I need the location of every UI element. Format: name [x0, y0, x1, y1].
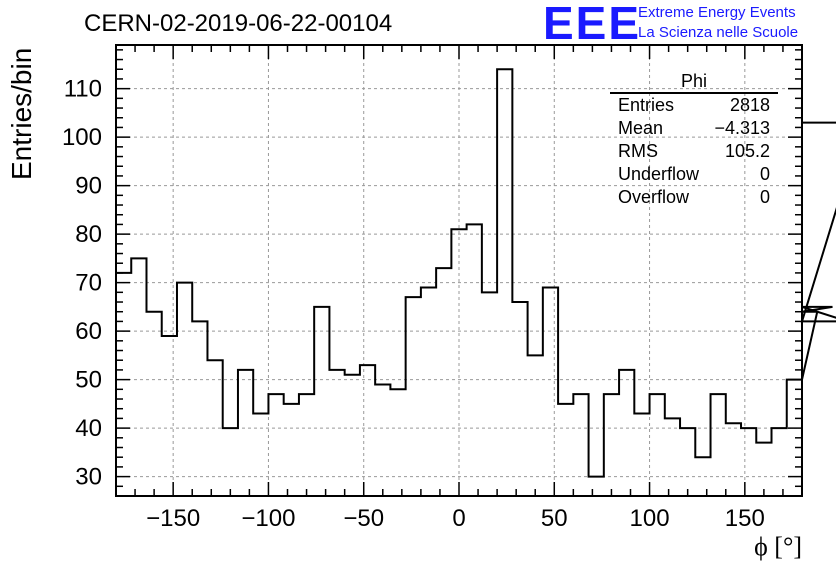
x-tick-label: 150 — [725, 505, 765, 532]
x-tick-labels: −150 −100 −50 0 50 100 150 — [146, 505, 765, 532]
stats-value: 2818 — [729, 95, 770, 115]
y-tick-label: 80 — [75, 221, 102, 248]
y-tick-label: 90 — [75, 173, 102, 200]
stats-title: Phi — [610, 70, 778, 94]
y-tick-label: 110 — [64, 76, 102, 103]
axis-ticks — [115, 45, 803, 496]
stats-label: RMS — [618, 141, 658, 161]
histogram-series — [115, 68, 836, 496]
y-tick-label: 30 — [75, 464, 102, 491]
y-tick-label: 70 — [75, 270, 102, 297]
x-tick-label: 0 — [452, 505, 465, 532]
stats-label: Mean — [618, 118, 664, 138]
x-tick-label: −100 — [241, 505, 295, 532]
y-tick-label: 50 — [75, 367, 102, 394]
y-tick-label: 40 — [75, 415, 102, 442]
stats-row-underflow: Underflow 0 — [610, 163, 778, 186]
y-axis-label: Entries/bin — [6, 47, 37, 180]
stats-value: 105.2 — [724, 141, 770, 161]
y-tick-labels: 30 40 50 60 70 80 90 100 110 — [62, 76, 102, 491]
x-tick-label: 50 — [541, 505, 568, 532]
x-tick-label: −50 — [343, 505, 384, 532]
logo-line-2: La Scienza nelle Scuole — [638, 24, 799, 41]
stats-label: Underflow — [618, 164, 700, 184]
y-tick-label: 100 — [62, 124, 102, 151]
logo-line-1: Extreme Energy Events — [638, 4, 796, 21]
stats-label: Entries — [618, 95, 675, 115]
x-tick-label: −150 — [146, 505, 200, 532]
stats-box: Phi Entries 2818 Mean −4.313 RMS 105.2 U… — [610, 70, 778, 209]
stats-value: −4.313 — [714, 118, 770, 138]
stats-value: 0 — [759, 187, 770, 207]
stats-row-entries: Entries 2818 — [610, 94, 778, 117]
eee-logo: EEE — [543, 0, 642, 49]
chart-title: CERN-02-2019-06-22-00104 — [84, 10, 393, 37]
stats-row-overflow: Overflow 0 — [610, 186, 778, 209]
stats-label: Overflow — [618, 187, 690, 207]
stats-row-mean: Mean −4.313 — [610, 117, 778, 140]
x-axis-label: ϕ [°] — [754, 532, 802, 561]
y-tick-label: 60 — [75, 318, 102, 345]
stats-row-rms: RMS 105.2 — [610, 140, 778, 163]
stats-value: 0 — [759, 164, 770, 184]
x-tick-label: 100 — [630, 505, 670, 532]
